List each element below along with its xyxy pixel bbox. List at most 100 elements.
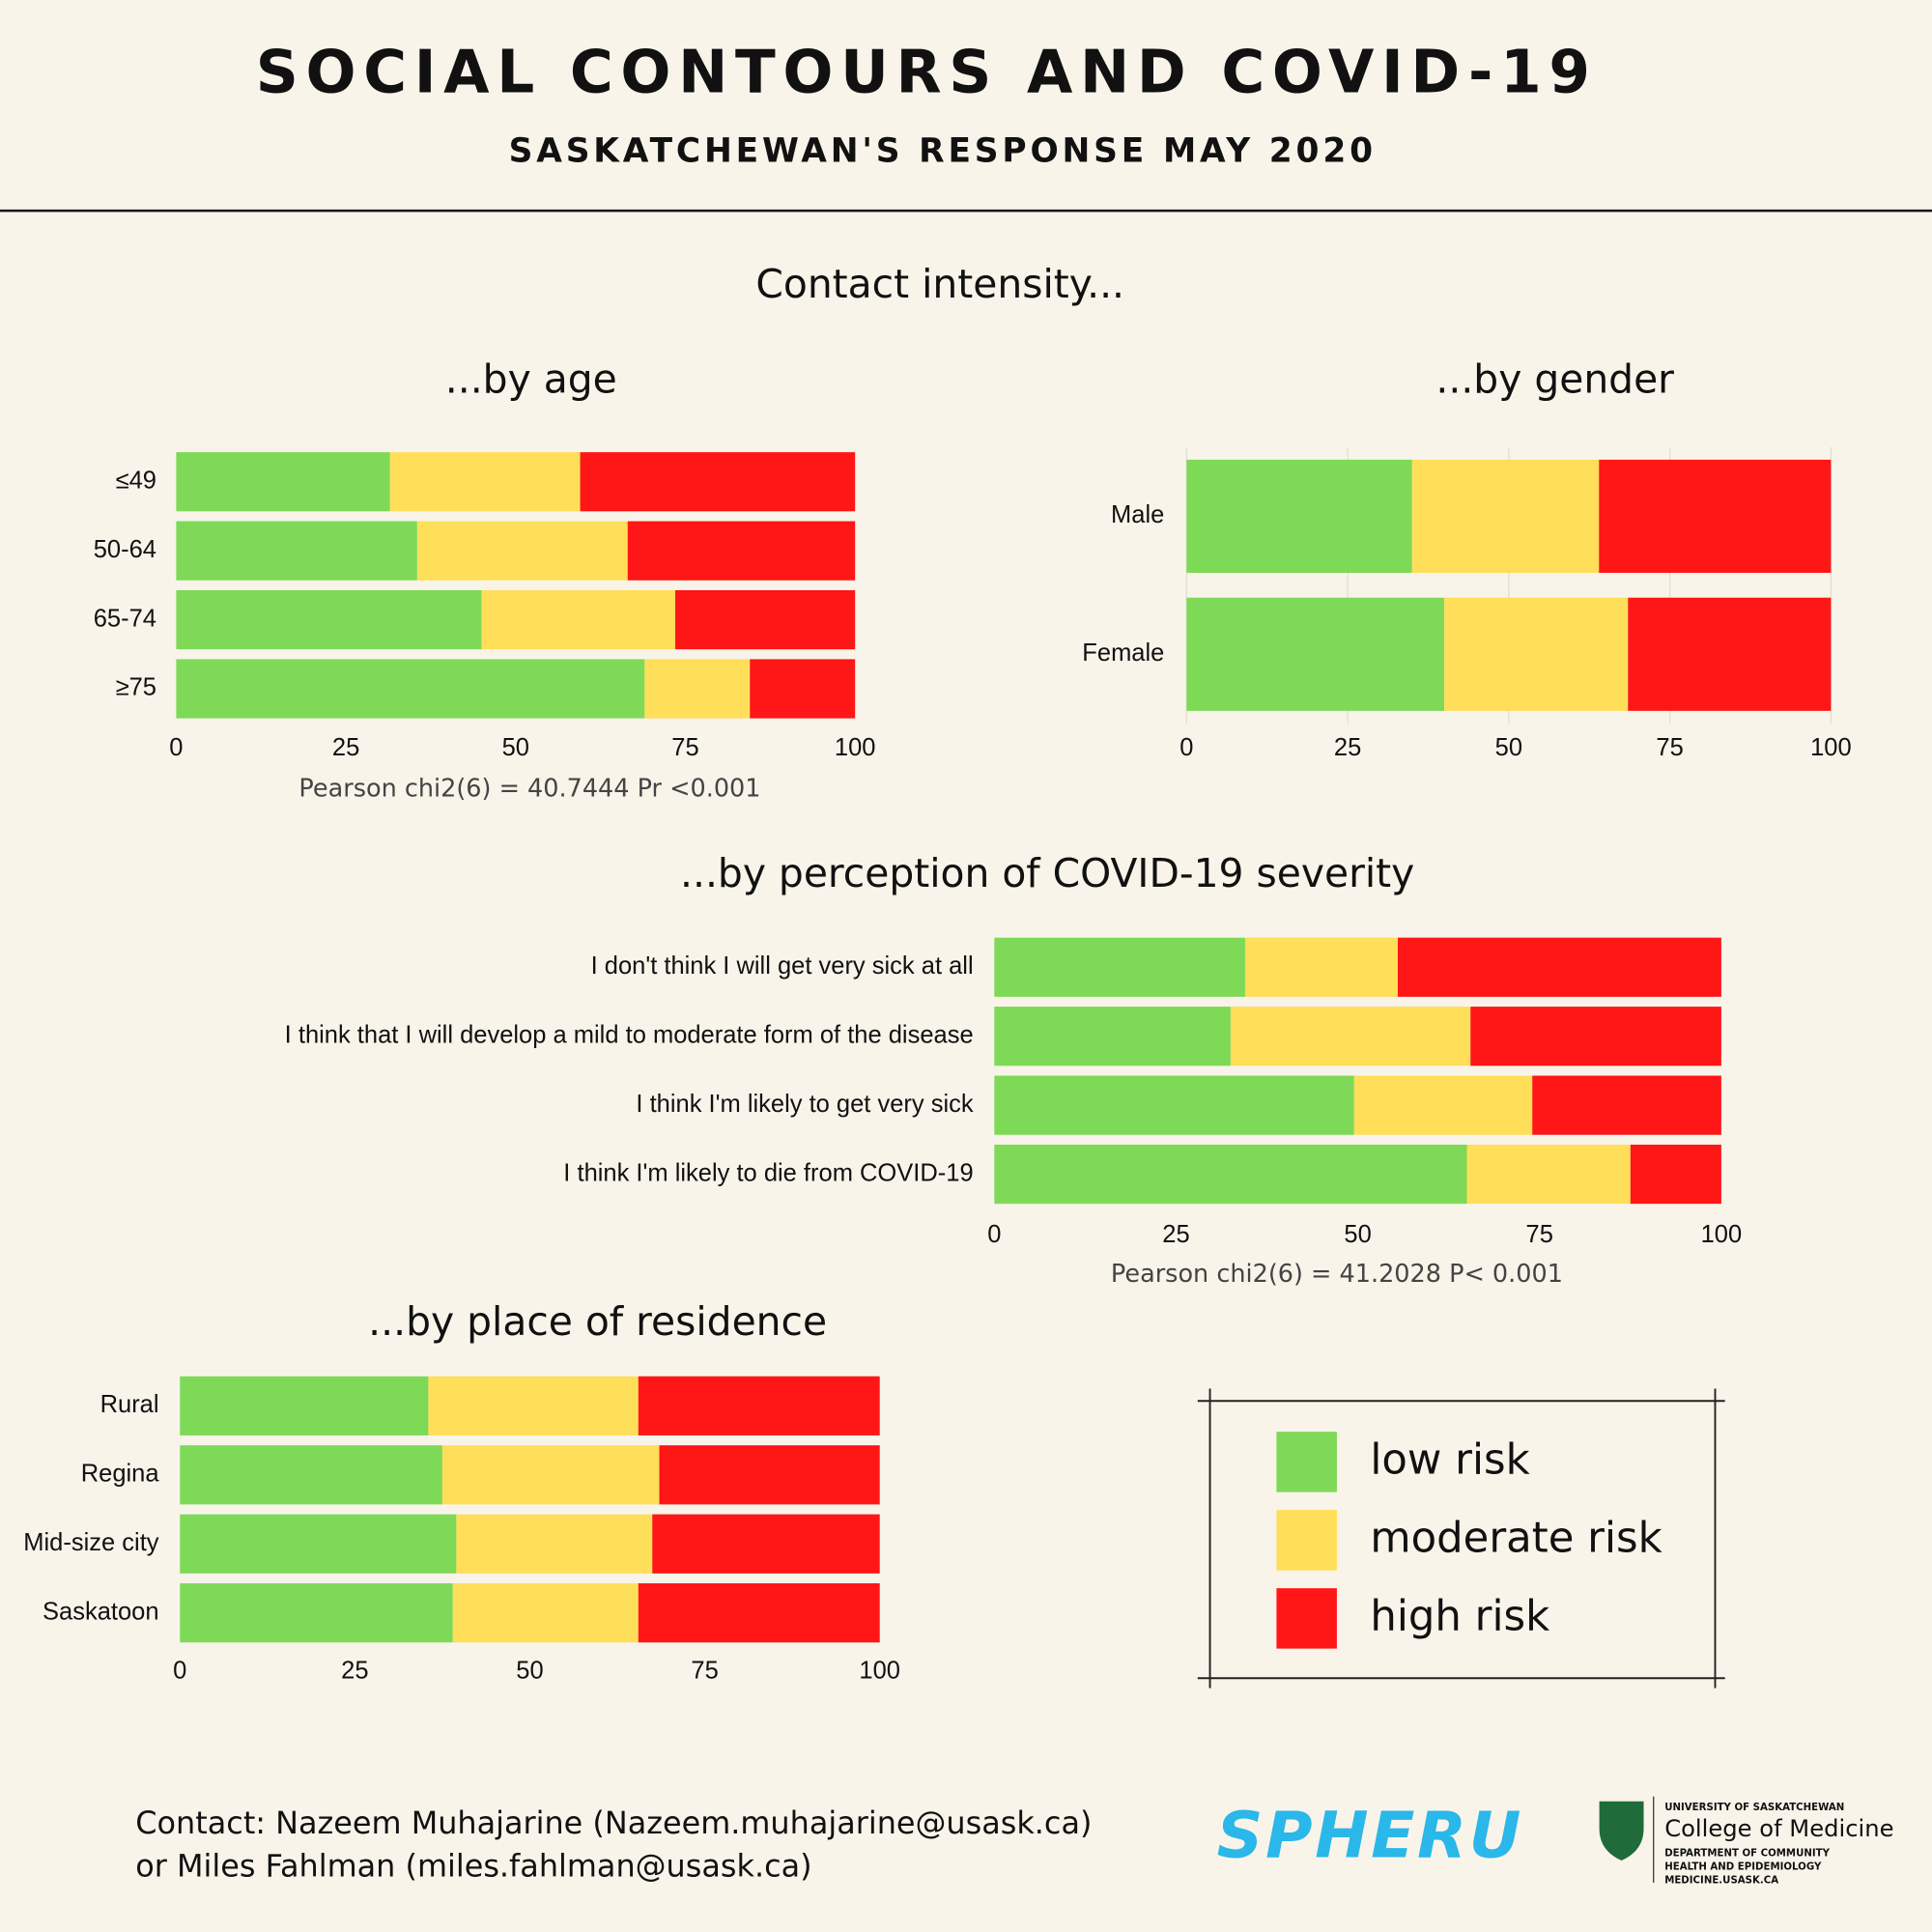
- x-tick-label: 0: [1179, 734, 1193, 761]
- x-tick-label: 75: [1656, 734, 1683, 761]
- bar-segment: [1599, 459, 1832, 574]
- bar-segment: [1411, 459, 1600, 574]
- x-tick-label: 100: [1810, 734, 1852, 761]
- section-title: Contact intensity...: [755, 261, 1124, 307]
- chart-title: ...by perception of COVID-19 severity: [680, 850, 1414, 896]
- bar-segment: [638, 1583, 880, 1643]
- x-tick-label: 100: [859, 1658, 900, 1685]
- chart-title: ...by place of residence: [368, 1298, 827, 1345]
- y-tick-label: Female: [1082, 639, 1164, 667]
- page-title: SOCIAL CONTOURS AND COVID-19: [256, 39, 1598, 107]
- bar-segment: [1244, 937, 1399, 997]
- x-tick-label: 100: [1701, 1221, 1743, 1248]
- y-tick-label: 65-74: [94, 605, 156, 632]
- bar-segment: [416, 521, 628, 581]
- bar-segment: [176, 521, 417, 581]
- x-tick-label: 0: [169, 734, 183, 761]
- y-tick-label: Saskatoon: [43, 1598, 159, 1625]
- bar-segment: [994, 1007, 1231, 1066]
- bar-segment: [456, 1514, 653, 1574]
- bar-segment: [1630, 1144, 1721, 1205]
- x-tick-label: 75: [671, 734, 698, 761]
- crest: [1599, 1801, 1644, 1861]
- bar-segment: [652, 1514, 880, 1574]
- bar-segment: [176, 659, 645, 719]
- x-tick-label: 0: [173, 1658, 186, 1685]
- legend-box: [1197, 1388, 1725, 1689]
- bar-segment: [176, 452, 390, 512]
- bar-segment: [176, 589, 482, 650]
- y-tick-label: Regina: [81, 1461, 160, 1488]
- y-tick-label: I think I'm likely to die from COVID-19: [563, 1159, 973, 1186]
- bar-segment: [994, 1144, 1467, 1205]
- x-tick-label: 75: [1526, 1221, 1553, 1248]
- y-tick-label: 50-64: [94, 536, 156, 563]
- bar-segment: [994, 1075, 1354, 1135]
- bar-segment: [1444, 597, 1629, 711]
- bar-segment: [644, 659, 751, 719]
- x-tick-label: 25: [332, 734, 359, 761]
- bar-segment: [180, 1514, 457, 1574]
- bar-segment: [1186, 459, 1412, 574]
- spheru-logo: SPHERU: [1217, 1797, 1523, 1872]
- bar-segment: [638, 1376, 880, 1435]
- bar-segment: [627, 521, 856, 581]
- bar-segment: [1398, 937, 1721, 997]
- bar-segment: [1470, 1007, 1721, 1066]
- bar-segment: [389, 452, 581, 512]
- legend-swatch: [1276, 1588, 1337, 1649]
- legend-label: moderate risk: [1370, 1515, 1662, 1563]
- bar-segment: [580, 452, 856, 512]
- x-tick-label: 75: [691, 1658, 718, 1685]
- chart-note: Pearson chi2(6) = 40.7444 Pr <0.001: [298, 775, 760, 804]
- college-logo-text: MEDICINE.USASK.CA: [1664, 1875, 1778, 1886]
- x-tick-label: 50: [502, 734, 529, 761]
- x-tick-label: 100: [835, 734, 876, 761]
- chart-title: ...by gender: [1435, 355, 1674, 402]
- y-tick-label: Male: [1111, 501, 1164, 528]
- college-logo-text: HEALTH AND EPIDEMIOLOGY: [1664, 1861, 1822, 1872]
- y-tick-label: Mid-size city: [23, 1529, 159, 1556]
- bar-segment: [674, 589, 856, 650]
- x-tick-label: 0: [987, 1221, 1001, 1248]
- page-subtitle: SASKATCHEWAN'S RESPONSE MAY 2020: [509, 132, 1377, 171]
- bar-segment: [1466, 1144, 1631, 1205]
- legend-swatch: [1276, 1510, 1337, 1571]
- college-logo-text: UNIVERSITY OF SASKATCHEWAN: [1664, 1803, 1844, 1813]
- x-tick-label: 25: [1162, 1221, 1189, 1248]
- y-tick-label: ≤49: [116, 467, 156, 494]
- bar-segment: [659, 1445, 880, 1505]
- y-tick-label: Rural: [100, 1391, 159, 1418]
- y-tick-label: I don't think I will get very sick at al…: [591, 952, 974, 980]
- legend-label: high risk: [1370, 1593, 1549, 1641]
- bar-segment: [180, 1583, 453, 1643]
- bar-segment: [750, 659, 856, 719]
- bar-segment: [180, 1445, 442, 1505]
- bar-segment: [1186, 597, 1445, 711]
- x-tick-label: 25: [1334, 734, 1361, 761]
- chart-title: ...by age: [445, 355, 617, 402]
- bar-segment: [481, 589, 675, 650]
- bar-segment: [994, 937, 1245, 997]
- bar-segment: [441, 1445, 660, 1505]
- bar-segment: [1353, 1075, 1533, 1135]
- college-logo-text: DEPARTMENT OF COMMUNITY: [1664, 1848, 1830, 1859]
- bar-segment: [1230, 1007, 1471, 1066]
- bar-segment: [428, 1376, 639, 1435]
- x-tick-label: 50: [516, 1658, 543, 1685]
- legend-swatch: [1276, 1432, 1337, 1492]
- x-tick-label: 50: [1495, 734, 1522, 761]
- bar-segment: [452, 1583, 639, 1643]
- bar-segment: [1532, 1075, 1721, 1135]
- x-tick-label: 25: [341, 1658, 368, 1685]
- y-tick-label: I think that I will develop a mild to mo…: [285, 1021, 974, 1048]
- bar-segment: [180, 1376, 429, 1435]
- contact-line: or Miles Fahlman (miles.fahlman@usask.ca…: [135, 1848, 811, 1885]
- contact-line: Contact: Nazeem Muhajarine (Nazeem.muhaj…: [135, 1804, 1092, 1841]
- y-tick-label: I think I'm likely to get very sick: [636, 1091, 973, 1118]
- legend-label: low risk: [1370, 1436, 1529, 1485]
- chart-note: Pearson chi2(6) = 41.2028 P< 0.001: [1111, 1260, 1563, 1289]
- y-tick-label: ≥75: [116, 674, 156, 701]
- bar-segment: [1628, 597, 1832, 711]
